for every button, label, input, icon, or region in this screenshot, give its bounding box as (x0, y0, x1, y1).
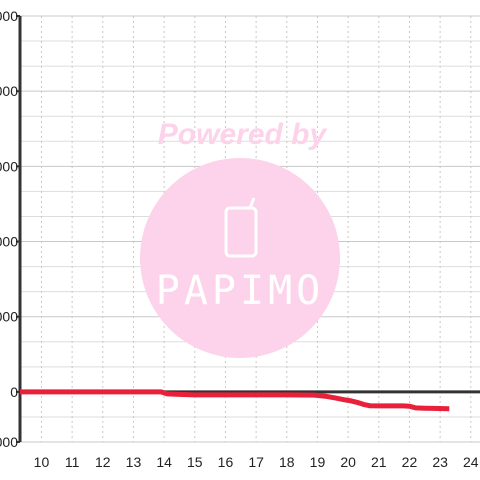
x-tick-label: 19 (310, 454, 326, 470)
y-tick-label: 150,000 (0, 8, 18, 24)
x-tick-label: 22 (402, 454, 418, 470)
y-tick-label: -20,000 (0, 434, 18, 450)
x-tick-label: 13 (126, 454, 142, 470)
y-tick-label: 120,000 (0, 83, 18, 99)
x-tick-label: 12 (95, 454, 111, 470)
x-tick-label: 16 (218, 454, 234, 470)
x-tick-label: 24 (463, 454, 479, 470)
watermark-logo-text: PAPIMO (156, 268, 325, 314)
y-tick-labels: -20,000 0 30,000 60,000 90,000 120,000 150,000 (0, 8, 18, 450)
x-tick-label: 21 (371, 454, 387, 470)
y-tick-label: 30,000 (0, 309, 18, 325)
x-tick-label: 18 (279, 454, 295, 470)
watermark-text: Powered by (158, 118, 328, 151)
watermark: Powered by PAPIMO (140, 118, 340, 358)
phone-icon (224, 206, 258, 258)
y-tick-label: 60,000 (0, 234, 18, 250)
x-tick-label: 20 (340, 454, 356, 470)
x-tick-label: 15 (187, 454, 203, 470)
x-tick-label: 14 (156, 454, 172, 470)
x-tick-label: 23 (432, 454, 448, 470)
phone-antenna (248, 197, 256, 209)
series-group (20, 389, 450, 412)
x-tick-label: 10 (34, 454, 50, 470)
watermark-circle (140, 158, 340, 358)
x-tick-label: 17 (248, 454, 264, 470)
x-tick-labels: 10 11 12 13 14 15 16 17 18 19 20 21 22 23 24 (34, 454, 479, 470)
y-tick-label: 0 (10, 384, 18, 400)
y-tick-label: 90,000 (0, 158, 18, 174)
grid-lines (20, 15, 480, 443)
x-tick-label: 11 (65, 454, 80, 470)
series-line (20, 389, 450, 412)
